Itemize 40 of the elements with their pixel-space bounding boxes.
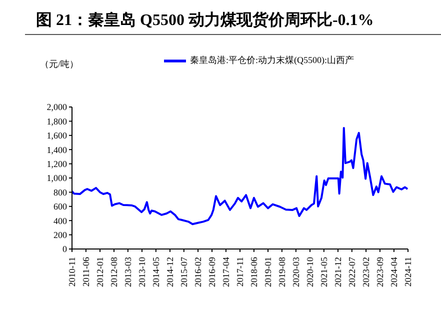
y-tick-label: 1,800: [46, 116, 68, 126]
x-tick-label: 2017-04: [220, 256, 231, 287]
x-tick-label: 2016-02: [193, 257, 204, 287]
x-tick-label: 2012-08: [108, 256, 119, 287]
x-tick-label: 2024-11: [403, 257, 413, 287]
x-tick-label: 2014-05: [150, 256, 161, 287]
y-tick-label: 0: [62, 244, 68, 254]
y-tick-label: 200: [54, 230, 68, 240]
x-tick-label: 2024-04: [388, 256, 399, 287]
y-tick-label: 1,400: [46, 144, 68, 155]
y-tick-label: 400: [54, 216, 68, 226]
x-tick-label: 2014-12: [164, 257, 175, 287]
y-tick-label: 1,000: [46, 173, 68, 184]
y-tick-label: 800: [54, 187, 68, 198]
y-tick-label: 1,600: [46, 130, 68, 141]
x-tick-label: 2023-02: [361, 257, 372, 287]
x-tick-label: 2012-01: [94, 257, 105, 287]
legend-label: 秦皇岛港:平仓价:动力末煤(Q5500):山西产: [190, 55, 354, 66]
chart-title: 图 21：秦皇岛 Q5500 动力煤现货价周环比-0.1%: [25, 10, 441, 35]
x-tick-label: 2010-11: [67, 257, 77, 287]
x-tick-label: 2019-08: [276, 256, 287, 287]
y-tick-label: 2,000: [46, 102, 68, 112]
line-series: [72, 126, 408, 226]
x-tick-label: 2013-03: [122, 256, 133, 287]
y-tick-label: 600: [54, 202, 68, 212]
x-tick-label: 2022-07: [346, 256, 357, 287]
x-tick-label: 2019-01: [262, 257, 273, 287]
x-tick-label: 2017-11: [235, 257, 245, 287]
x-tick-label: 2013-10: [136, 256, 147, 287]
y-axis-title: （元/吨）: [40, 58, 79, 71]
x-tick-label: 2023-09: [374, 256, 385, 287]
x-tick-label: 2020-10: [304, 256, 315, 287]
x-tick-label: 2016-09: [207, 256, 218, 287]
y-tick-label: 1,200: [46, 158, 68, 169]
x-tick-label: 2011-06: [80, 256, 91, 287]
x-tick-label: 2015-07: [178, 256, 189, 287]
x-tick-label: 2021-12: [332, 257, 343, 287]
x-tick-label: 2018-06: [248, 256, 259, 287]
x-tick-label: 2020-03: [290, 256, 301, 287]
x-tick-label: 2021-05: [318, 256, 329, 287]
